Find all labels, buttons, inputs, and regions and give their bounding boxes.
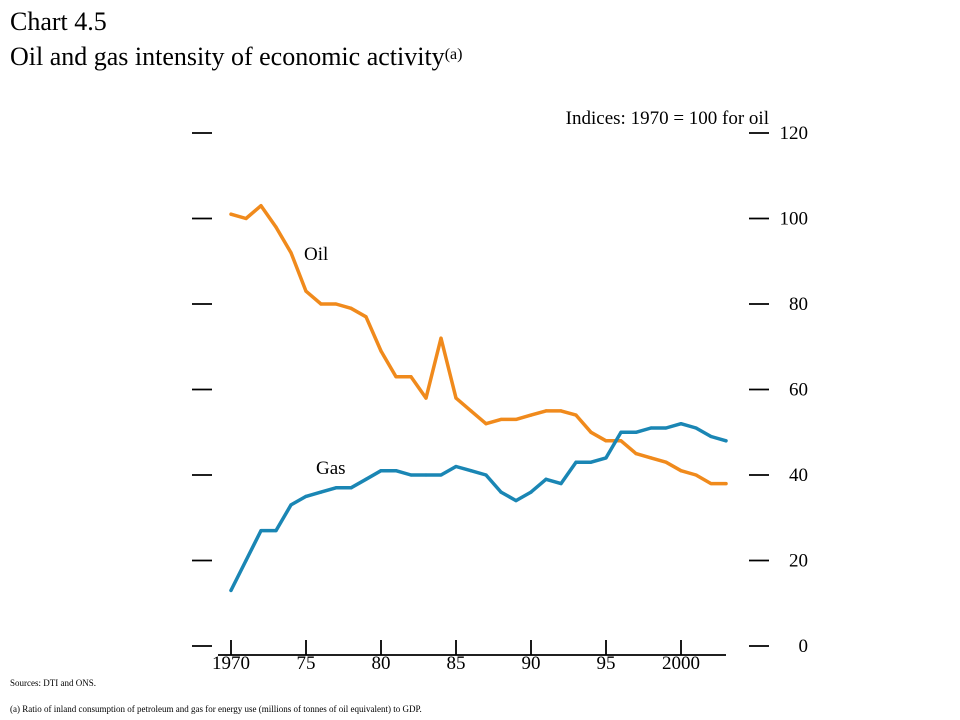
series-label-oil: Oil [304,244,328,265]
data-point-gas-1977 [334,486,338,490]
data-point-gas-1974 [289,503,293,507]
data-point-oil-2001 [694,473,698,477]
data-point-oil-1990 [529,413,533,417]
data-point-gas-1980 [379,469,383,473]
chart-title-footnote-marker: (a) [444,46,463,63]
data-point-oil-1982 [409,375,413,379]
data-point-oil-2003 [724,481,728,486]
y-tick-label-40: 40 [789,465,808,486]
y-tick-label-80: 80 [789,294,808,315]
data-point-oil-1981 [394,375,398,379]
data-point-oil-1998 [649,456,653,460]
y-tick-label-60: 60 [789,380,808,401]
data-point-oil-1980 [379,349,383,353]
data-point-gas-1985 [454,464,458,469]
axes [192,132,769,656]
x-tick-label-80: 80 [372,653,391,674]
data-point-oil-1978 [349,306,353,310]
series-line-oil [229,203,728,486]
data-point-oil-1983 [424,396,428,400]
data-point-oil-1991 [544,409,548,413]
data-point-oil-1979 [364,315,368,319]
data-point-gas-1990 [529,490,533,494]
data-point-gas-1986 [469,469,473,473]
data-point-oil-2000 [679,469,683,473]
data-point-oil-1974 [289,251,293,255]
data-point-gas-1973 [274,528,278,533]
data-point-gas-2001 [694,426,698,430]
data-point-gas-1997 [634,430,638,434]
data-point-gas-1984 [439,473,443,477]
data-point-gas-1994 [589,460,593,464]
sources-note: Sources: DTI and ONS. [10,678,96,688]
x-tick-label-1970: 1970 [212,653,250,674]
data-point-gas-1995 [604,456,608,460]
data-point-gas-1998 [649,426,653,430]
data-point-gas-1993 [574,460,578,464]
series-label-gas: Gas [316,458,346,479]
data-point-gas-2002 [709,434,713,439]
data-point-oil-1972 [259,204,263,208]
data-point-oil-1976 [319,302,323,306]
y-tick-label-100: 100 [780,209,809,230]
chart-title: Oil and gas intensity of economic activi… [10,38,462,74]
labels-group: 1970 75 80 85 90 95 2000 0 20 40 60 80 100 120 Indices… [212,108,808,674]
data-point-oil-1975 [304,289,308,293]
data-point-gas-1983 [424,473,428,477]
data-point-oil-1986 [469,409,473,413]
series-group [229,203,728,593]
data-point-gas-1975 [304,494,308,498]
data-point-gas-1979 [364,477,368,481]
data-point-oil-1999 [664,460,668,464]
data-point-oil-1989 [514,417,518,422]
data-point-gas-1972 [259,528,263,533]
footnote: (a) Ratio of inland consumption of petro… [10,704,422,714]
data-point-oil-2002 [709,481,713,486]
y-tick-label-20: 20 [789,551,808,572]
title-block: Chart 4.5 Oil and gas intensity of econo… [10,6,462,74]
data-point-oil-1971 [244,216,248,221]
x-tick-label-90: 90 [522,653,541,674]
data-point-oil-1996 [619,439,623,443]
data-point-oil-1984 [439,336,443,340]
data-point-gas-1987 [484,473,488,477]
data-point-gas-1978 [349,486,353,490]
data-point-oil-1987 [484,422,488,426]
data-point-gas-1971 [244,558,248,563]
y-tick-label-120: 120 [780,123,809,144]
data-point-gas-1991 [544,477,548,481]
data-point-oil-1985 [454,396,458,400]
data-point-oil-1994 [589,430,593,434]
data-point-gas-1992 [559,481,563,486]
data-point-oil-1992 [559,409,563,413]
x-tick-label-75: 75 [297,653,316,674]
data-point-gas-1981 [394,469,398,473]
data-point-oil-1977 [334,302,338,306]
data-point-gas-1989 [514,499,518,503]
data-point-gas-1999 [664,426,668,430]
x-tick-label-85: 85 [447,653,466,674]
data-point-gas-1988 [499,490,503,494]
data-point-oil-1970 [229,212,233,216]
x-tick-label-2000: 2000 [662,653,700,674]
x-tick-label-95: 95 [597,653,616,674]
data-point-gas-2000 [679,422,683,426]
y-tick-label-0: 0 [799,636,809,657]
data-point-gas-1970 [229,588,233,593]
data-point-gas-1996 [619,430,623,434]
data-point-gas-1976 [319,490,323,494]
data-point-oil-1993 [574,413,578,417]
units-label: Indices: 1970 = 100 for oil [566,108,769,129]
series-line-gas [229,421,728,593]
data-point-gas-1982 [409,473,413,477]
chart-title-text: Oil and gas intensity of economic activi… [10,42,445,71]
data-point-oil-1995 [604,439,608,443]
data-point-gas-2003 [724,439,728,443]
data-point-oil-1997 [634,452,638,456]
data-point-oil-1988 [499,417,503,422]
data-point-oil-1973 [274,225,278,229]
chart-number: Chart 4.5 [10,7,107,36]
